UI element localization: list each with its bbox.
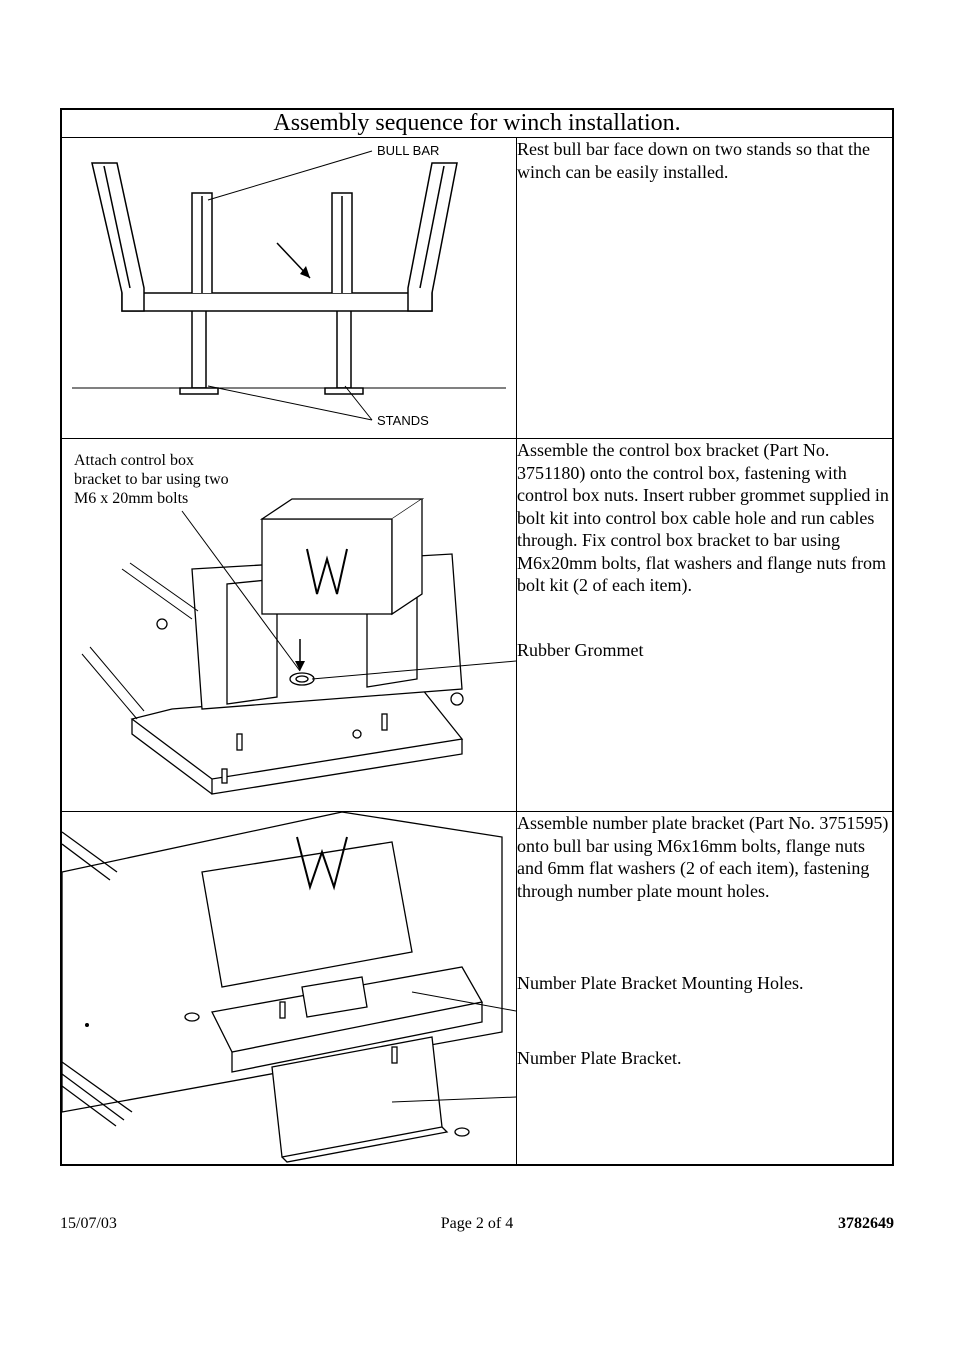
figure-1-cell: BULL BAR STANDS bbox=[61, 138, 517, 439]
table-title: Assembly sequence for winch installation… bbox=[61, 109, 893, 138]
footer-page: Page 2 of 4 bbox=[441, 1215, 513, 1233]
figure-1-svg: BULL BAR STANDS bbox=[62, 138, 516, 438]
figure-3-svg bbox=[62, 812, 516, 1164]
page-footer: 15/07/03 Page 2 of 4 3782649 bbox=[60, 1215, 894, 1233]
footer-docnum: 3782649 bbox=[838, 1215, 894, 1233]
callout-control-box: Attach control box bracket to bar using … bbox=[74, 451, 244, 509]
step-3-text-cell: Assemble number plate bracket (Part No. … bbox=[517, 812, 894, 1166]
footer-date: 15/07/03 bbox=[60, 1215, 117, 1233]
callout-number-plate-bracket: Number Plate Bracket. bbox=[517, 1047, 892, 1070]
step-1-text: Rest bull bar face down on two stands so… bbox=[517, 138, 894, 439]
figure-2-cell: Attach control box bracket to bar using … bbox=[61, 439, 517, 812]
label-bullbar: BULL BAR bbox=[377, 143, 439, 158]
step-2-text: Assemble the control box bracket (Part N… bbox=[517, 439, 892, 597]
step-2-text-cell: Assemble the control box bracket (Part N… bbox=[517, 439, 894, 812]
label-stands: STANDS bbox=[377, 413, 429, 428]
callout-mount-holes: Number Plate Bracket Mounting Holes. bbox=[517, 972, 892, 995]
step-3-text: Assemble number plate bracket (Part No. … bbox=[517, 812, 892, 902]
assembly-table: Assembly sequence for winch installation… bbox=[60, 108, 894, 1166]
figure-3-cell bbox=[61, 812, 517, 1166]
callout-rubber-grommet: Rubber Grommet bbox=[517, 639, 892, 662]
